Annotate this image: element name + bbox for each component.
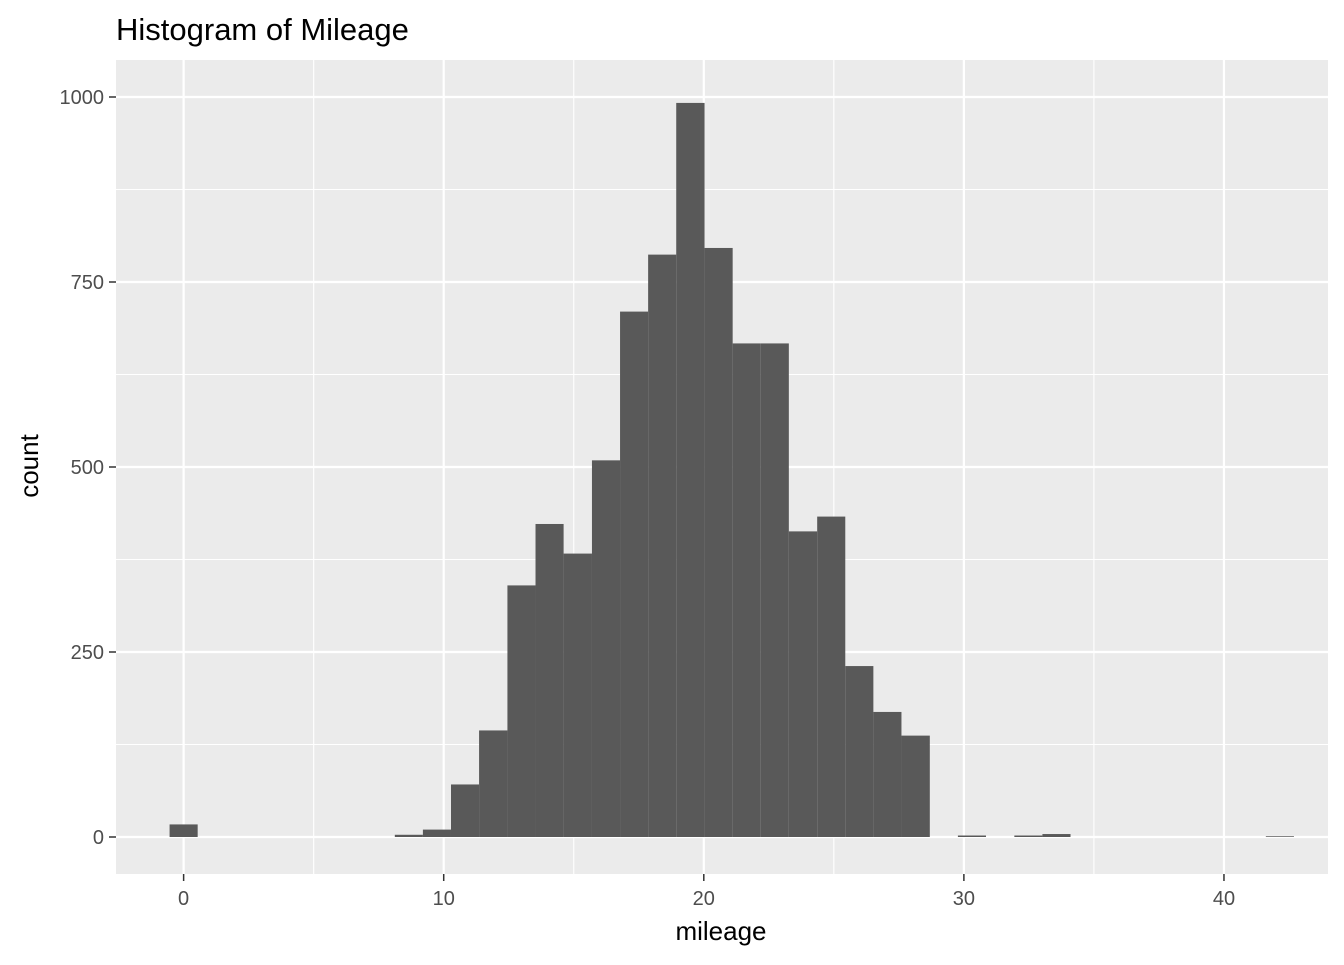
histogram-bar — [479, 730, 508, 837]
histogram-bar — [901, 735, 930, 837]
y-tick-label: 0 — [93, 827, 104, 849]
histogram-bar — [1265, 836, 1294, 837]
y-tick-label: 250 — [71, 642, 104, 664]
histogram-bar — [394, 834, 423, 837]
histogram-bar — [591, 460, 621, 837]
x-axis-title: mileage — [675, 916, 766, 946]
histogram-bar — [648, 254, 677, 837]
histogram-bar — [760, 343, 789, 837]
histogram-bar — [704, 247, 733, 837]
histogram-bar — [817, 516, 846, 837]
histogram-bar — [563, 553, 592, 837]
histogram-bar — [1042, 834, 1071, 837]
histogram-bar — [169, 824, 198, 837]
histogram-bar — [845, 666, 874, 837]
histogram-bar — [422, 829, 451, 837]
histogram-bar — [676, 102, 705, 838]
histogram-bar — [957, 835, 986, 837]
histogram-bar — [732, 343, 761, 837]
histogram-bar — [620, 311, 649, 838]
x-axis: 0 10 20 30 40 — [178, 874, 1235, 910]
y-tick-label: 750 — [71, 272, 104, 294]
histogram-bar — [873, 711, 902, 837]
plot-panel — [116, 60, 1328, 874]
x-tick-label: 40 — [1213, 888, 1235, 910]
histogram-bar — [788, 531, 818, 837]
y-axis: 0 250 500 750 1000 — [60, 87, 116, 849]
y-tick-label: 500 — [71, 457, 104, 479]
x-tick-label: 0 — [178, 888, 189, 910]
x-tick-label: 30 — [953, 888, 975, 910]
y-tick-label: 1000 — [60, 87, 105, 109]
x-tick-label: 10 — [433, 888, 455, 910]
chart-title: Histogram of Mileage — [116, 12, 409, 47]
histogram-bar — [1014, 835, 1043, 837]
x-tick-label: 20 — [693, 888, 715, 910]
y-axis-title: count — [14, 433, 44, 497]
histogram-bar — [450, 784, 480, 837]
histogram-bar — [535, 523, 564, 837]
histogram-bar — [507, 585, 536, 837]
